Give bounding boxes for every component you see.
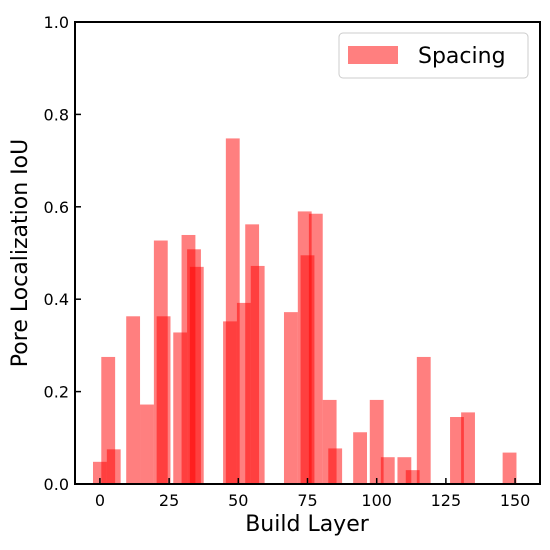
- bar-spacing-4: [140, 404, 154, 484]
- bar-spacing-3: [126, 316, 141, 484]
- x-axis-ticks: 0 25 50 75 100 125 150: [95, 478, 531, 510]
- x-tick-label: 75: [297, 491, 317, 510]
- bar-spacing-27: [416, 356, 431, 484]
- x-tick-label: 125: [431, 491, 462, 510]
- bar-spacing-15: [250, 265, 265, 484]
- bar-spacing-24: [380, 457, 395, 484]
- bar-spacing-10: [189, 266, 204, 484]
- bar-spacing-12: [225, 138, 240, 484]
- legend-box: [338, 32, 529, 79]
- y-axis-ticks: 0.0 0.2 0.4 0.6 0.8 1.0: [44, 13, 81, 494]
- bar-spacing-22: [353, 432, 368, 484]
- x-tick-label: 25: [159, 491, 179, 510]
- x-tick-label: 100: [361, 491, 392, 510]
- legend-swatch-spacing: [348, 46, 398, 64]
- bar-spacing-26: [405, 470, 420, 484]
- y-tick-label: 0.4: [44, 290, 69, 309]
- x-tick-label: 150: [500, 491, 531, 510]
- bar-spacing-30: [502, 452, 517, 484]
- x-tick-label: 50: [228, 491, 248, 510]
- legend-label-spacing: Spacing: [418, 44, 506, 69]
- y-tick-label: 0.2: [44, 383, 69, 402]
- y-axis-label: Pore Localization IoU: [8, 139, 33, 367]
- y-tick-label: 0.0: [44, 475, 69, 494]
- bar-spacing-16: [283, 312, 298, 484]
- bar-spacing-6: [156, 316, 171, 484]
- bar-spacing-21: [328, 448, 343, 484]
- y-tick-label: 1.0: [44, 13, 69, 32]
- bar-spacing-29: [461, 412, 475, 484]
- bar-spacing-19: [308, 213, 323, 485]
- bars-group: [92, 138, 517, 485]
- bar-spacing-2: [106, 449, 121, 484]
- x-tick-label: 0: [95, 491, 105, 510]
- y-tick-label: 0.8: [44, 105, 69, 124]
- bar-spacing-23: [369, 399, 384, 484]
- legend: Spacing: [338, 32, 529, 79]
- x-axis-label: Build Layer: [245, 512, 370, 537]
- bar-spacing-28: [450, 417, 464, 484]
- y-tick-label: 0.6: [44, 198, 69, 217]
